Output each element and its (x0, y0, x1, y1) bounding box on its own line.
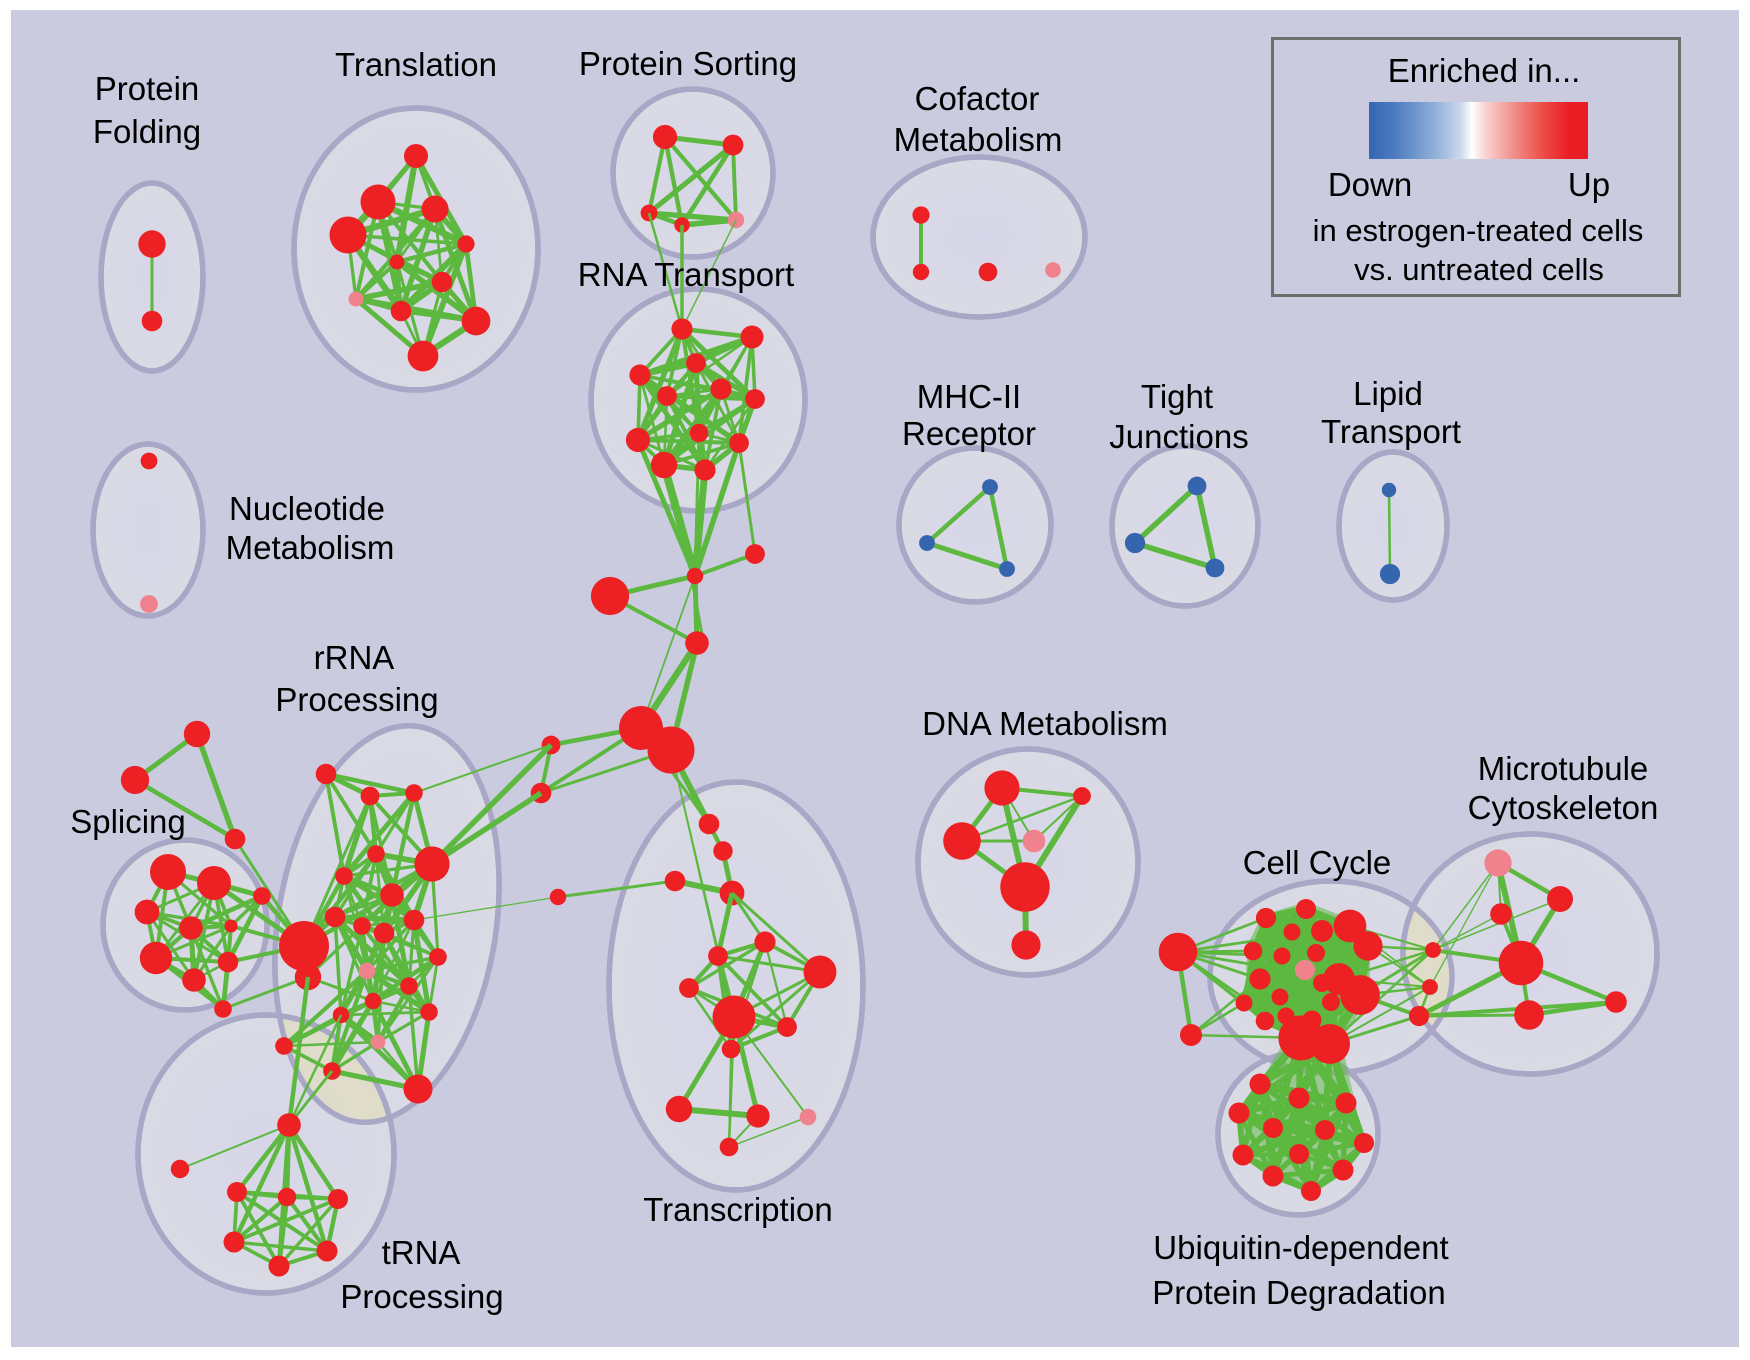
svg-text:Cofactor: Cofactor (915, 80, 1040, 117)
svg-text:Cytoskeleton: Cytoskeleton (1468, 789, 1659, 826)
svg-text:in estrogen-treated cells: in estrogen-treated cells (1313, 213, 1644, 248)
svg-text:Receptor: Receptor (902, 415, 1036, 452)
svg-text:Ubiquitin-dependent: Ubiquitin-dependent (1153, 1229, 1448, 1266)
svg-text:tRNA: tRNA (382, 1234, 461, 1271)
svg-text:Processing: Processing (275, 681, 438, 718)
svg-text:Up: Up (1568, 166, 1610, 203)
svg-text:Nucleotide: Nucleotide (229, 490, 385, 527)
svg-text:Processing: Processing (340, 1278, 503, 1315)
svg-text:Transport: Transport (1321, 413, 1461, 450)
svg-text:Folding: Folding (93, 113, 201, 150)
svg-text:Tight: Tight (1141, 378, 1213, 415)
svg-text:Down: Down (1328, 166, 1412, 203)
svg-text:rRNA: rRNA (314, 639, 395, 676)
svg-text:Junctions: Junctions (1109, 418, 1248, 455)
svg-text:DNA Metabolism: DNA Metabolism (922, 705, 1168, 742)
svg-text:Transcription: Transcription (643, 1191, 833, 1228)
svg-text:Splicing: Splicing (70, 803, 186, 840)
svg-text:Protein Sorting: Protein Sorting (579, 45, 797, 82)
svg-text:Metabolism: Metabolism (226, 529, 395, 566)
svg-text:vs. untreated cells: vs. untreated cells (1354, 252, 1604, 287)
svg-text:Microtubule: Microtubule (1478, 750, 1649, 787)
svg-text:Translation: Translation (335, 46, 497, 83)
svg-text:Lipid: Lipid (1353, 375, 1423, 412)
svg-text:Cell Cycle: Cell Cycle (1243, 844, 1392, 881)
svg-text:RNA Transport: RNA Transport (578, 256, 794, 293)
svg-text:Enriched in...: Enriched in... (1388, 52, 1581, 89)
svg-text:Protein: Protein (95, 70, 200, 107)
svg-text:Protein Degradation: Protein Degradation (1152, 1274, 1446, 1311)
svg-text:Metabolism: Metabolism (894, 121, 1063, 158)
svg-text:MHC-II: MHC-II (917, 378, 1021, 415)
